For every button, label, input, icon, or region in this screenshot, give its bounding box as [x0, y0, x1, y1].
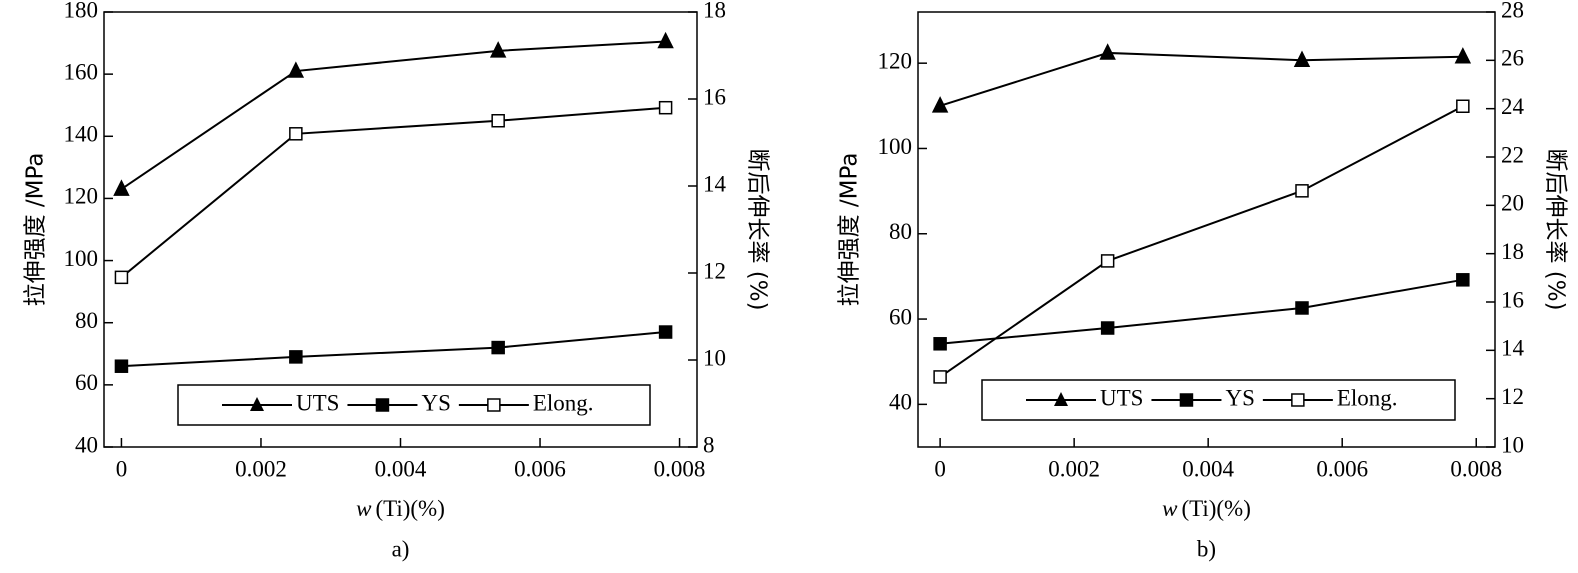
plot-frame	[103, 11, 698, 448]
marker-square	[491, 340, 505, 355]
legend-marker	[375, 398, 390, 412]
plot-frame	[917, 11, 1496, 448]
x-tick-label: 0.006	[1316, 456, 1368, 481]
y2-tick-label: 14	[1501, 336, 1525, 361]
x-tick-label: 0.002	[235, 456, 287, 481]
y2-tick-label: 26	[1501, 46, 1524, 71]
x-axis-label: w (Ti)(%)	[1162, 496, 1251, 521]
sublabel: a)	[392, 536, 410, 561]
y2-tick-label: 22	[1501, 142, 1524, 167]
legend-label: YS	[1225, 385, 1254, 410]
x-axis-label: w (Ti)(%)	[356, 496, 445, 521]
x-axis-label-rest: (Ti)(%)	[375, 496, 444, 521]
sublabel: b)	[1197, 536, 1216, 561]
y-tick-label: 140	[64, 122, 99, 147]
y-tick-label: 100	[64, 246, 99, 271]
marker-square	[289, 350, 303, 364]
y2-tick-label: 28	[1501, 0, 1524, 22]
y2-axis-label: 断后伸长率 (%)	[1543, 148, 1569, 310]
x-axis-label-var: w	[356, 496, 372, 521]
legend-label: UTS	[296, 390, 339, 415]
marker-open-square	[1295, 184, 1309, 198]
x-tick-label: 0.008	[654, 456, 706, 481]
y-tick-label: 100	[878, 134, 913, 159]
y2-tick-label: 14	[703, 171, 727, 196]
series-line	[120, 106, 666, 279]
marker-open-square	[289, 127, 303, 141]
y2-tick-label: 8	[703, 432, 715, 457]
marker-open-square	[114, 270, 129, 285]
x-tick-label: 0.004	[1182, 456, 1234, 481]
series-line	[940, 278, 1464, 345]
y-tick-label: 40	[75, 432, 98, 457]
y-tick-label: 160	[64, 59, 99, 84]
legend-marker	[1054, 392, 1068, 406]
marker-triangle	[1099, 43, 1116, 60]
y-tick-label: 40	[889, 390, 912, 415]
x-tick-label: 0.008	[1450, 456, 1502, 481]
legend-marker	[487, 398, 501, 412]
series-line	[121, 331, 666, 368]
legend-marker	[1291, 393, 1305, 407]
y-axis-label: 拉伸强度 /MPa	[837, 153, 863, 307]
marker-open-square	[933, 370, 947, 384]
y2-tick-label: 12	[1501, 384, 1524, 409]
marker-triangle	[657, 31, 674, 49]
marker-triangle	[931, 96, 949, 113]
y2-tick-label: 20	[1501, 191, 1524, 216]
marker-triangle	[287, 61, 305, 78]
marker-square	[658, 325, 673, 339]
marker-open-square	[658, 100, 673, 115]
x-tick-label: 0.002	[1048, 456, 1100, 481]
y2-tick-label: 24	[1501, 94, 1525, 119]
marker-square	[933, 337, 947, 351]
marker-triangle	[489, 41, 507, 58]
marker-square	[114, 359, 129, 373]
y-tick-label: 120	[64, 184, 99, 209]
marker-open-square	[491, 114, 505, 128]
x-tick-label: 0	[934, 456, 946, 481]
series-line	[939, 51, 1463, 107]
y-tick-label: 120	[878, 48, 913, 73]
y2-tick-label: 18	[1501, 239, 1524, 264]
x-tick-label: 0.004	[375, 456, 427, 481]
marker-triangle	[1454, 47, 1472, 64]
y2-tick-label: 18	[703, 0, 726, 22]
marker-square	[1456, 273, 1470, 287]
y-tick-label: 80	[75, 308, 98, 333]
marker-triangle	[113, 179, 130, 196]
marker-square	[1295, 301, 1309, 315]
series-line	[120, 40, 666, 190]
x-axis-label-var: w	[1162, 496, 1178, 521]
marker-open-square	[1100, 254, 1115, 268]
x-tick-label: 0	[116, 456, 128, 481]
legend-label: UTS	[1100, 385, 1143, 410]
marker-square	[1100, 321, 1115, 335]
legend-label: Elong.	[533, 390, 594, 415]
legend-marker	[1179, 393, 1194, 407]
y2-axis-label: 断后伸长率 (%)	[745, 148, 771, 310]
y-tick-label: 180	[64, 0, 99, 22]
y-axis-label: 拉伸强度 /MPa	[23, 153, 49, 307]
series-line	[939, 105, 1464, 378]
y2-tick-label: 12	[703, 258, 726, 283]
x-tick-label: 0.006	[514, 456, 566, 481]
y-tick-label: 80	[889, 219, 912, 244]
legend-label: YS	[421, 390, 450, 415]
marker-triangle	[1293, 50, 1311, 67]
legend-marker	[250, 397, 264, 411]
y2-tick-label: 16	[1501, 287, 1524, 312]
y2-tick-label: 10	[703, 345, 726, 370]
marker-open-square	[1456, 99, 1470, 113]
x-axis-label-rest: (Ti)(%)	[1181, 496, 1250, 521]
y2-tick-label: 10	[1501, 432, 1524, 457]
y-tick-label: 60	[889, 304, 912, 329]
y2-tick-label: 16	[703, 84, 726, 109]
legend-label: Elong.	[1337, 385, 1398, 410]
y-tick-label: 60	[75, 370, 98, 395]
